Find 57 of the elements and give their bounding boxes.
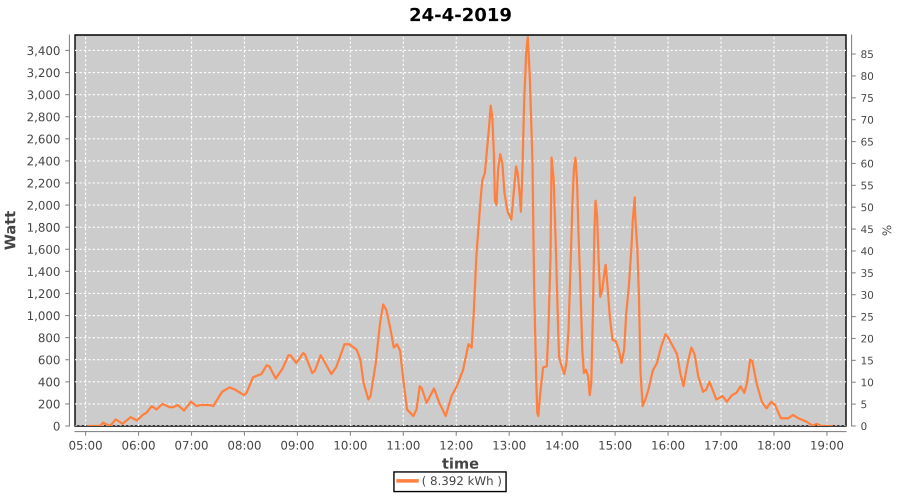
y-tick-label: 1,800 — [28, 222, 60, 234]
y2-tick-label: 20 — [861, 334, 874, 343]
x-tick-label: 17:00 — [705, 440, 738, 450]
x-tick-label: 18:00 — [758, 440, 790, 450]
y-tick-label: 1,200 — [28, 289, 60, 300]
y-tick-label: 2,000 — [27, 200, 60, 211]
y-tick-label: 2,800 — [27, 112, 60, 123]
y2-tick-label: 10 — [862, 378, 874, 386]
y2-axis-title: % — [882, 226, 892, 236]
line-series — [87, 36, 833, 426]
x-tick-label: 07:00 — [175, 440, 208, 450]
x-tick-label: 08:00 — [228, 440, 261, 450]
x-tick-label: 05:00 — [69, 440, 102, 450]
x-tick-label: 10:00 — [334, 440, 367, 450]
x-tick-label: 16:00 — [652, 440, 684, 450]
y-tick-label: 2,400 — [27, 156, 60, 167]
y-tick-label: 1,600 — [28, 245, 60, 256]
y2-tick-label: 50 — [861, 203, 874, 212]
x-tick-label: 15:00 — [599, 440, 632, 450]
y-tick-label: 3,000 — [28, 90, 60, 100]
y2-tick-label: 15 — [862, 356, 873, 364]
y-axis-title: Watt — [4, 211, 16, 250]
y-tick-label: 3,200 — [28, 68, 60, 78]
y2-tick-label: 25 — [861, 312, 873, 321]
y2-tick-label: 80 — [861, 72, 874, 80]
legend-label: ( 8.392 kWh ) — [422, 476, 501, 487]
chart-title: 24-4-2019 — [410, 8, 511, 22]
y-tick-label: 400 — [38, 378, 60, 386]
y-tick-label: 1,400 — [28, 267, 60, 278]
y2-tick-label: 70 — [861, 116, 874, 124]
x-tick-label: 13:00 — [494, 440, 526, 450]
x-tick-label: 12:00 — [440, 440, 472, 450]
y2-tick-label: 75 — [861, 94, 873, 102]
y2-tick-label: 40 — [861, 247, 874, 256]
x-axis-title: time — [442, 458, 478, 469]
y2-tick-label: 60 — [861, 160, 874, 168]
y2-tick-label: 30 — [861, 290, 874, 299]
y-tick-label: 3,400 — [28, 46, 60, 56]
y-tick-label: 1,000 — [28, 311, 60, 322]
y2-tick-label: 35 — [861, 269, 873, 277]
y-tick-label: 2,200 — [27, 178, 60, 189]
y-tick-label: 600 — [38, 355, 60, 364]
y2-tick-label: 55 — [861, 182, 873, 190]
x-tick-label: 11:00 — [388, 440, 420, 450]
x-tick-label: 14:00 — [546, 440, 578, 450]
y2-tick-label: 85 — [861, 50, 873, 58]
y2-tick-label: 65 — [861, 138, 873, 146]
y-tick-label: 800 — [38, 333, 60, 342]
y2-tick-label: 45 — [861, 225, 873, 234]
y-tick-label: 2,600 — [27, 134, 60, 145]
x-tick-label: 19:00 — [811, 440, 844, 450]
y-tick-label: 200 — [38, 400, 60, 409]
x-tick-label: 09:00 — [281, 440, 314, 450]
y2-tick-label: 0 — [861, 422, 867, 430]
y2-tick-label: 5 — [861, 400, 866, 408]
y-tick-label: 0 — [54, 422, 60, 431]
x-tick-label: 06:00 — [122, 440, 155, 450]
